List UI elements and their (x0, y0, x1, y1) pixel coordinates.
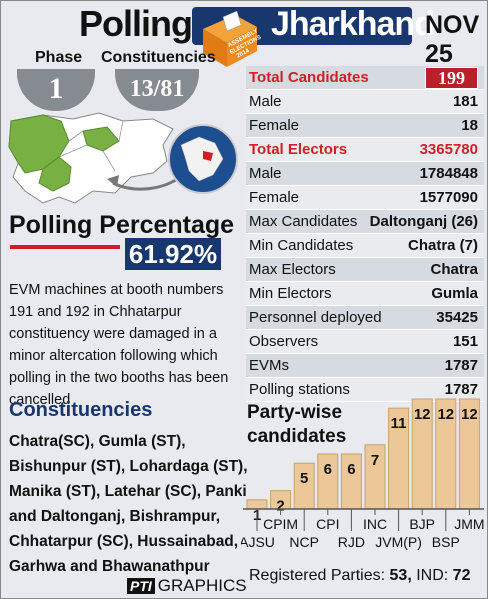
stats-value: 35425 (436, 309, 478, 326)
phase-label: Phase (35, 49, 83, 66)
stats-row: Total Electors 3365780 (246, 138, 484, 162)
registered-value: 53 (389, 567, 408, 584)
bar-value-label: 12 (437, 406, 454, 423)
party-chart-title-line-1: Party-wise (247, 402, 343, 423)
constituencies-list: Chatra(SC), Gumla (ST), Bishunpur (ST), … (9, 433, 248, 575)
stats-key: Total Candidates (249, 69, 369, 86)
polling-percentage-label: Polling Percentage (9, 211, 235, 239)
category-label: AJSU (241, 534, 275, 550)
stats-row: Female 18 (246, 114, 484, 138)
stats-value: 1787 (444, 357, 478, 374)
registered-label: Registered Parties: (249, 567, 386, 584)
stats-key: EVMs (249, 357, 290, 374)
stats-key: Max Candidates (249, 213, 358, 230)
poll-date: NOV 25 (425, 11, 480, 68)
stats-key: Max Electors (249, 261, 336, 278)
stats-value: Chatra (7) (407, 237, 478, 254)
stats-row: Max Candidates Daltonganj (26) (246, 210, 484, 234)
stats-row: Male 1784848 (246, 162, 484, 186)
bar-value-label: 6 (347, 461, 355, 478)
bar-value-label: 6 (324, 461, 332, 478)
stats-row: Polling stations 1787 (246, 378, 484, 402)
stats-key: Observers (249, 333, 319, 350)
category-label: JVM(P) (375, 534, 422, 550)
ind-label: IND: (416, 567, 449, 584)
stats-key: Total Electors (249, 141, 348, 158)
state-name: Jharkhand (271, 5, 435, 43)
stats-row: Observers 151 (246, 330, 484, 354)
stats-value: 1577090 (419, 189, 478, 206)
stats-key: Male (249, 93, 282, 110)
category-label: CPIM (263, 516, 298, 532)
stats-value: Chatra (430, 261, 478, 278)
stats-value: Gumla (431, 285, 478, 302)
stats-key: Male (249, 165, 282, 182)
stats-key: Personnel deployed (249, 309, 382, 326)
credit-text: GRAPHICS (157, 576, 247, 595)
bar-value-label: 7 (371, 452, 379, 469)
stats-row: Total Candidates 199 (246, 66, 484, 90)
category-label: INC (363, 516, 387, 532)
stats-value: 18 (461, 117, 478, 134)
stats-key: Female (249, 189, 300, 206)
credit: PTI GRAPHICS (127, 576, 247, 596)
stats-row: Personnel deployed 35425 (246, 306, 484, 330)
bar-value-label: 5 (300, 470, 308, 487)
party-chart-title: Party-wise candidates (247, 401, 346, 449)
ind-value: 72 (452, 567, 471, 584)
stats-value: 181 (452, 93, 478, 110)
phase-value: 1 (17, 69, 95, 111)
stats-key: Female (249, 117, 300, 134)
bar-value-label: 12 (414, 406, 431, 423)
badge-line-3: 2014 (236, 48, 251, 60)
stats-value: 199 (425, 66, 478, 89)
stats-value: 3365780 (419, 141, 478, 158)
category-label: BJP (409, 516, 435, 532)
category-label: JMM (454, 516, 484, 532)
stats-value: 1784848 (419, 165, 478, 182)
stats-value: Daltonganj (26) (369, 213, 478, 230)
constituencies-count-value: 13/81 (115, 69, 199, 111)
constituencies-count-label: Constituencies (101, 49, 216, 66)
stats-table: Total Candidates 199 Male 181 Female 18 Total … (246, 66, 484, 402)
bar-value-label: 11 (391, 415, 407, 432)
category-label: NCP (289, 534, 319, 550)
stats-value: 1787 (444, 381, 478, 398)
stats-row: Max Electors Chatra (246, 258, 484, 282)
category-label: CPI (316, 516, 339, 532)
stats-row: Female 1577090 (246, 186, 484, 210)
polling-note: EVM machines at booth numbers 191 and 19… (9, 282, 229, 408)
red-underline (10, 245, 120, 249)
stats-key: Polling stations (249, 381, 350, 398)
constituencies-title: Constituencies (9, 399, 153, 421)
stats-value: 151 (452, 333, 478, 350)
registered-parties: Registered Parties: 53, IND: 72 (249, 567, 471, 584)
category-label: RJD (338, 534, 365, 550)
jharkhand-map (8, 112, 238, 204)
party-chart-title-line-2: candidates (247, 426, 347, 447)
category-label: BSP (432, 534, 460, 550)
stats-row: Male 181 (246, 90, 484, 114)
ballot-box-icon: ASSEMBLY ELECTIONS 2014 (203, 11, 261, 67)
bar-value-label: 2 (276, 498, 284, 515)
bar-value-label: 12 (461, 406, 478, 423)
party-bar-chart: 1AJSU2CPIM5NCP6CPI6RJD7INC11JVM(P)12BJP1… (241, 398, 485, 550)
pti-logo: PTI (127, 578, 155, 594)
polling-percentage-value: 61.92% (125, 238, 221, 270)
stats-row: Min Electors Gumla (246, 282, 484, 306)
stats-row: EVMs 1787 (246, 354, 484, 378)
stats-row: Min Candidates Chatra (7) (246, 234, 484, 258)
stats-key: Min Electors (249, 285, 332, 302)
stats-key: Min Candidates (249, 237, 354, 254)
